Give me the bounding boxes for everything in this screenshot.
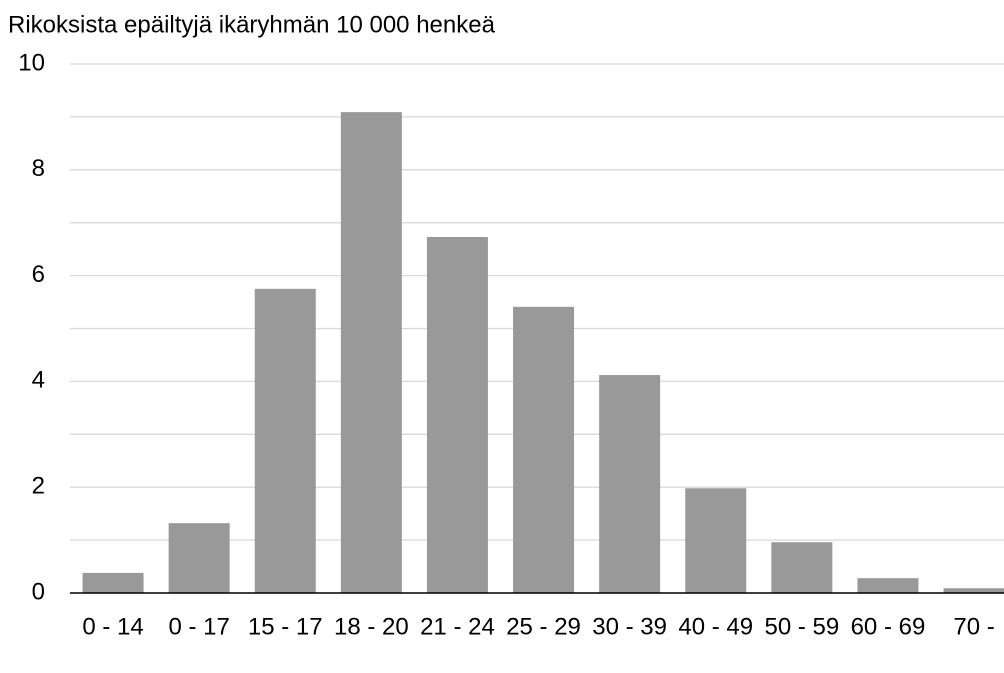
x-tick-label: 50 - 59 <box>764 613 839 640</box>
bar <box>771 542 833 593</box>
bar <box>168 523 230 593</box>
y-tick-label: 8 <box>32 155 45 182</box>
y-tick-label: 2 <box>32 473 45 500</box>
x-tick-label: 0 - 14 <box>82 613 143 640</box>
bar <box>857 578 919 593</box>
x-tick-label: 60 - 69 <box>851 613 926 640</box>
bar <box>943 588 1004 593</box>
x-tick-label: 21 - 24 <box>420 613 495 640</box>
x-tick-label: 30 - 39 <box>592 613 667 640</box>
y-tick-label: 10 <box>18 49 45 76</box>
x-tick-label: 18 - 20 <box>334 613 409 640</box>
y-tick-label: 6 <box>32 261 45 288</box>
y-tick-label: 4 <box>32 367 45 394</box>
x-tick-label: 25 - 29 <box>506 613 581 640</box>
bar <box>513 306 575 593</box>
bar <box>254 288 316 593</box>
x-tick-label: 0 - 17 <box>168 613 229 640</box>
chart-title: Rikoksista epäiltyjä ikäryhmän 10 000 he… <box>8 11 496 38</box>
x-tick-label: 70 - <box>953 613 994 640</box>
y-tick-label: 0 <box>32 578 45 605</box>
bar <box>82 572 144 593</box>
x-tick-label: 40 - 49 <box>678 613 753 640</box>
bar <box>340 112 402 593</box>
bar <box>685 488 747 593</box>
x-tick-label: 15 - 17 <box>248 613 323 640</box>
bar <box>599 375 661 593</box>
bar <box>426 236 488 593</box>
